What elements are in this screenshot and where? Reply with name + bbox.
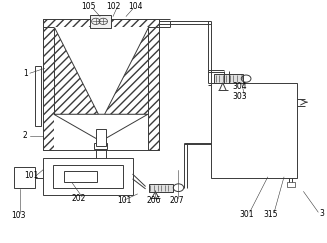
Bar: [43, 19, 54, 150]
Text: 105: 105: [81, 2, 96, 11]
Text: 102: 102: [106, 2, 120, 11]
Bar: [214, 74, 243, 83]
Text: 101: 101: [117, 196, 131, 205]
Bar: [43, 19, 159, 27]
Polygon shape: [54, 27, 97, 114]
Bar: [64, 171, 97, 182]
Text: 202: 202: [72, 194, 86, 203]
Text: 103: 103: [11, 211, 26, 220]
Text: 304: 304: [233, 82, 247, 91]
Text: 206: 206: [146, 196, 161, 205]
Text: 207: 207: [169, 196, 184, 205]
Bar: [148, 19, 159, 150]
Text: 301: 301: [239, 210, 254, 219]
Polygon shape: [54, 114, 148, 139]
Bar: [54, 27, 148, 150]
Bar: [211, 83, 297, 178]
Text: 303: 303: [233, 92, 247, 101]
Polygon shape: [104, 27, 148, 114]
Bar: [53, 165, 123, 188]
Text: 1: 1: [23, 69, 27, 78]
Bar: [90, 15, 112, 28]
Text: 3: 3: [319, 209, 324, 218]
Bar: [43, 158, 132, 195]
Bar: [14, 167, 35, 188]
Text: 2: 2: [23, 131, 27, 140]
Text: 315: 315: [264, 210, 278, 219]
Bar: [96, 129, 106, 146]
Bar: [94, 143, 107, 149]
Text: 104: 104: [129, 2, 143, 11]
Bar: [43, 19, 159, 150]
Bar: [287, 182, 295, 187]
Text: 101: 101: [25, 171, 39, 180]
Bar: [149, 184, 173, 191]
Bar: [35, 66, 41, 126]
